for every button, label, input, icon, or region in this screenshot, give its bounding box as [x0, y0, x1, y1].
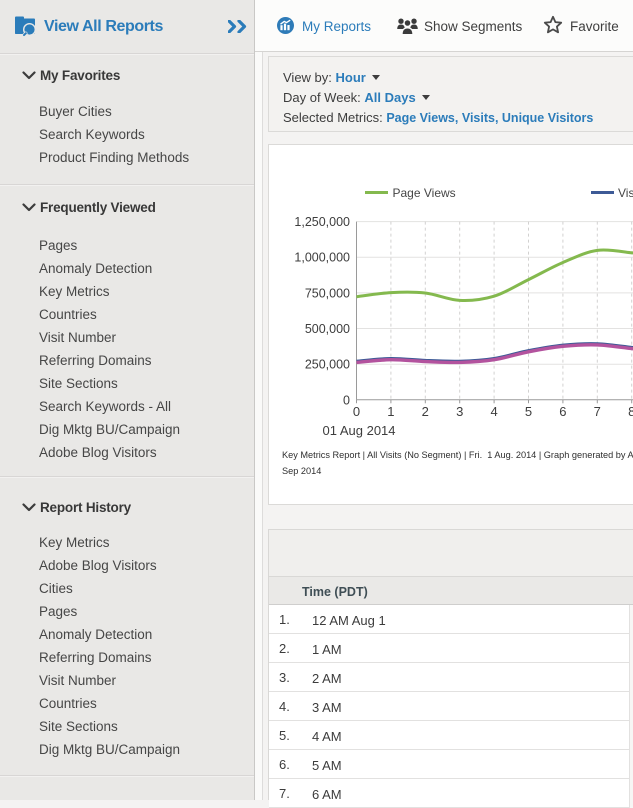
svg-text:8: 8	[628, 404, 633, 419]
svg-text:1,250,000: 1,250,000	[294, 215, 350, 229]
svg-text:01 Aug 2014: 01 Aug 2014	[323, 423, 396, 438]
svg-text:1,000,000: 1,000,000	[294, 251, 350, 265]
svg-text:0: 0	[343, 393, 350, 407]
svg-text:7: 7	[594, 404, 601, 419]
svg-text:0: 0	[353, 404, 360, 419]
svg-text:250,000: 250,000	[305, 358, 350, 372]
svg-text:500,000: 500,000	[305, 322, 350, 336]
svg-text:Page Views: Page Views	[393, 186, 456, 200]
svg-text:4: 4	[490, 404, 497, 419]
svg-text:Visits: Visits	[618, 186, 633, 200]
svg-text:5: 5	[525, 404, 532, 419]
svg-text:2: 2	[422, 404, 429, 419]
svg-text:750,000: 750,000	[305, 286, 350, 300]
svg-text:3: 3	[456, 404, 463, 419]
svg-text:1: 1	[387, 404, 394, 419]
svg-text:6: 6	[559, 404, 566, 419]
